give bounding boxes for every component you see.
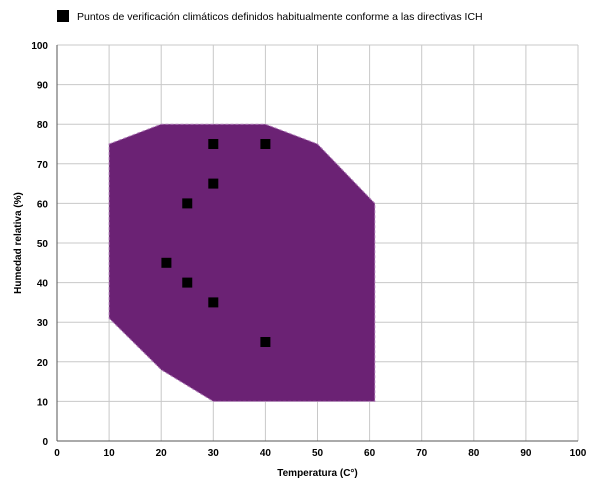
x-tick-label: 40 xyxy=(260,448,272,459)
x-tick-label: 70 xyxy=(416,448,428,459)
y-tick-label: 60 xyxy=(37,199,49,210)
x-tick-label: 10 xyxy=(104,448,116,459)
x-tick-label: 80 xyxy=(468,448,480,459)
legend-label: Puntos de verificación climáticos defini… xyxy=(77,11,483,23)
x-tick-label: 30 xyxy=(208,448,220,459)
data-point xyxy=(260,337,271,347)
y-tick-label: 50 xyxy=(37,239,49,250)
y-tick-label: 70 xyxy=(37,160,49,171)
legend: Puntos de verificación climáticos defini… xyxy=(57,10,483,23)
data-point xyxy=(208,139,219,149)
data-point xyxy=(182,198,193,209)
climate-region xyxy=(108,123,376,402)
x-tick-label: 0 xyxy=(54,448,60,459)
y-axis-label: Humedad relativa (%) xyxy=(13,192,24,294)
x-tick-label: 100 xyxy=(570,448,587,459)
data-point xyxy=(182,277,193,288)
data-point xyxy=(260,139,271,149)
x-tick-label: 20 xyxy=(156,448,168,459)
climate-region-layer xyxy=(108,123,376,402)
y-tick-label: 0 xyxy=(42,437,48,448)
data-point xyxy=(208,178,219,189)
y-tick-label: 30 xyxy=(37,318,49,329)
axes: 0 10 20 30 40 50 60 70 80 90 100 0 10 20 30 40 50 60 70 80 9… xyxy=(31,41,586,459)
data-points xyxy=(161,139,271,347)
y-tick-label: 40 xyxy=(37,279,49,290)
y-tick-label: 20 xyxy=(37,358,49,369)
y-tick-label: 90 xyxy=(37,81,49,92)
data-point xyxy=(208,297,219,308)
y-tick-label: 10 xyxy=(37,397,49,408)
x-tick-label: 90 xyxy=(520,448,532,459)
y-tick-label: 80 xyxy=(37,120,49,131)
data-point xyxy=(161,257,172,268)
y-tick-label: 100 xyxy=(31,41,48,52)
x-tick-label: 50 xyxy=(312,448,324,459)
x-tick-label: 60 xyxy=(364,448,376,459)
legend-marker xyxy=(57,10,69,22)
x-axis-label: Temperatura (C°) xyxy=(277,468,358,479)
